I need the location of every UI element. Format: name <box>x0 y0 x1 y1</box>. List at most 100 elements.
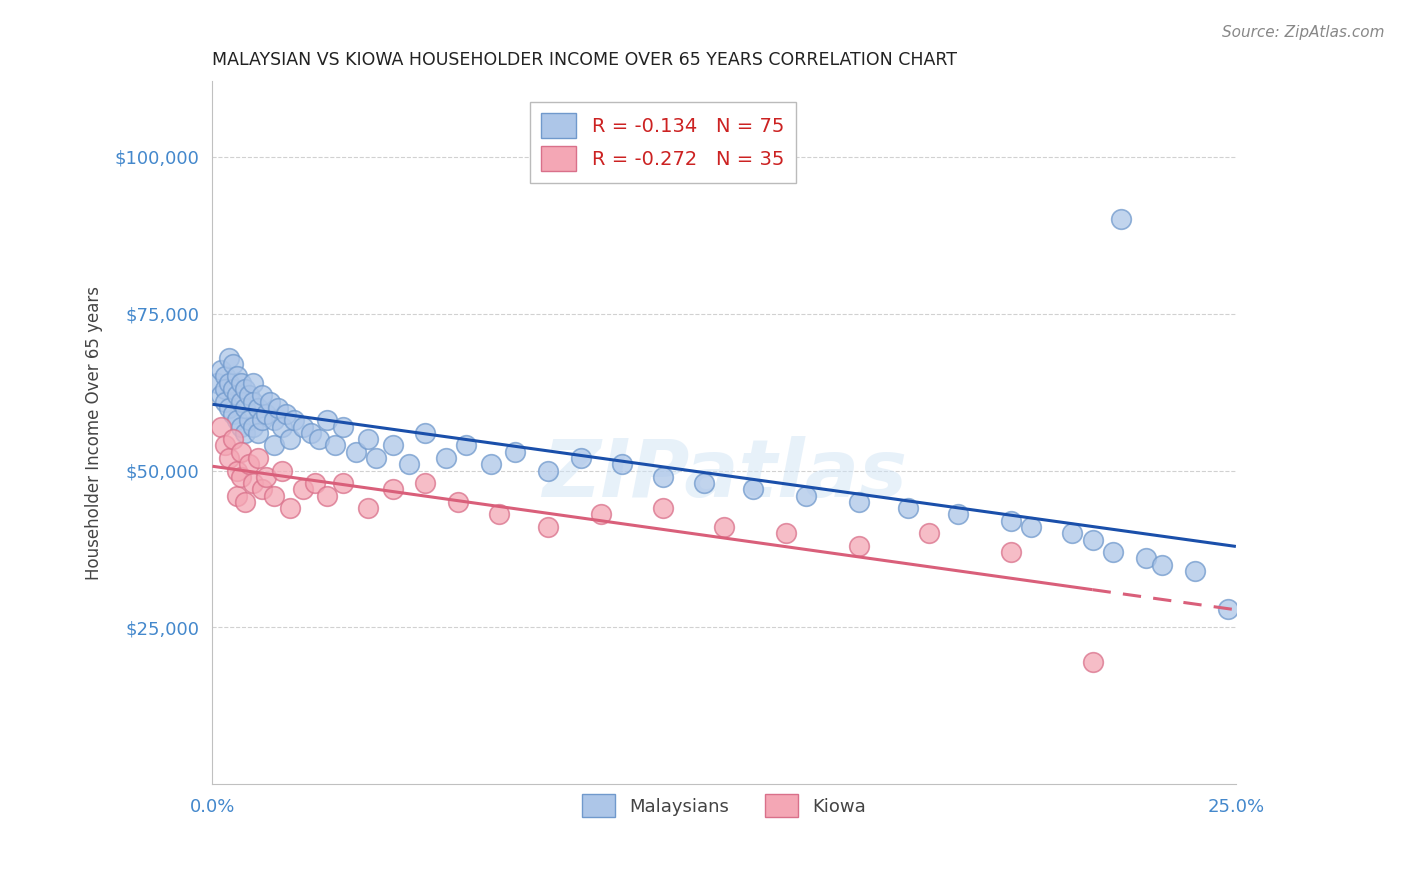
Point <box>233 401 256 415</box>
Point <box>848 539 870 553</box>
Point <box>651 470 673 484</box>
Point <box>332 419 354 434</box>
Point <box>741 483 763 497</box>
Point <box>214 438 236 452</box>
Point <box>226 489 249 503</box>
Point <box>231 419 253 434</box>
Point <box>316 489 339 503</box>
Point <box>505 444 527 458</box>
Point <box>1152 558 1174 572</box>
Point <box>278 432 301 446</box>
Point <box>946 508 969 522</box>
Point <box>242 476 264 491</box>
Point <box>278 501 301 516</box>
Point <box>344 444 367 458</box>
Text: Source: ZipAtlas.com: Source: ZipAtlas.com <box>1222 25 1385 40</box>
Point <box>1109 212 1132 227</box>
Point <box>250 388 273 402</box>
Point <box>209 419 232 434</box>
Point <box>263 489 285 503</box>
Point <box>1081 533 1104 547</box>
Point <box>434 450 457 465</box>
Point <box>1102 545 1125 559</box>
Point <box>323 438 346 452</box>
Point <box>1216 601 1239 615</box>
Point <box>693 476 716 491</box>
Point <box>415 425 437 440</box>
Point <box>231 444 253 458</box>
Y-axis label: Householder Income Over 65 years: Householder Income Over 65 years <box>86 286 103 580</box>
Point <box>238 413 260 427</box>
Point <box>233 425 256 440</box>
Point <box>1000 545 1022 559</box>
Point <box>366 450 388 465</box>
Point <box>897 501 920 516</box>
Point <box>259 394 281 409</box>
Point <box>254 407 277 421</box>
Point <box>537 464 560 478</box>
Point <box>713 520 735 534</box>
Point <box>226 413 249 427</box>
Point <box>231 470 253 484</box>
Point <box>794 489 817 503</box>
Point <box>291 483 314 497</box>
Point <box>233 382 256 396</box>
Point <box>214 369 236 384</box>
Point <box>271 419 294 434</box>
Point <box>447 495 470 509</box>
Point <box>254 470 277 484</box>
Point <box>479 457 502 471</box>
Point <box>250 483 273 497</box>
Point <box>591 508 613 522</box>
Point <box>226 388 249 402</box>
Point <box>1081 655 1104 669</box>
Point <box>246 425 269 440</box>
Point <box>242 394 264 409</box>
Point <box>242 419 264 434</box>
Point <box>1019 520 1042 534</box>
Point <box>214 394 236 409</box>
Point <box>263 413 285 427</box>
Point <box>226 369 249 384</box>
Point <box>218 401 240 415</box>
Point <box>456 438 478 452</box>
Point <box>271 464 294 478</box>
Point <box>357 501 380 516</box>
Point <box>569 450 592 465</box>
Point <box>610 457 633 471</box>
Point <box>231 394 253 409</box>
Point <box>209 388 232 402</box>
Point <box>1000 514 1022 528</box>
Point <box>218 351 240 365</box>
Point <box>415 476 437 491</box>
Point <box>231 376 253 390</box>
Point <box>1184 564 1206 578</box>
Point <box>357 432 380 446</box>
Point <box>238 388 260 402</box>
Point <box>299 425 322 440</box>
Point <box>918 526 941 541</box>
Point <box>218 450 240 465</box>
Point <box>381 438 404 452</box>
Text: MALAYSIAN VS KIOWA HOUSEHOLDER INCOME OVER 65 YEARS CORRELATION CHART: MALAYSIAN VS KIOWA HOUSEHOLDER INCOME OV… <box>212 51 957 69</box>
Point <box>283 413 305 427</box>
Point <box>226 464 249 478</box>
Point <box>246 450 269 465</box>
Point <box>233 495 256 509</box>
Point <box>222 357 245 371</box>
Point <box>222 432 245 446</box>
Point <box>222 407 245 421</box>
Point <box>242 376 264 390</box>
Point <box>1135 551 1157 566</box>
Point <box>205 376 228 390</box>
Point <box>316 413 339 427</box>
Point <box>246 401 269 415</box>
Point <box>222 382 245 396</box>
Point <box>291 419 314 434</box>
Point <box>250 413 273 427</box>
Point <box>848 495 870 509</box>
Point <box>537 520 560 534</box>
Point <box>276 407 298 421</box>
Point <box>775 526 797 541</box>
Text: ZIPatlas: ZIPatlas <box>541 436 907 514</box>
